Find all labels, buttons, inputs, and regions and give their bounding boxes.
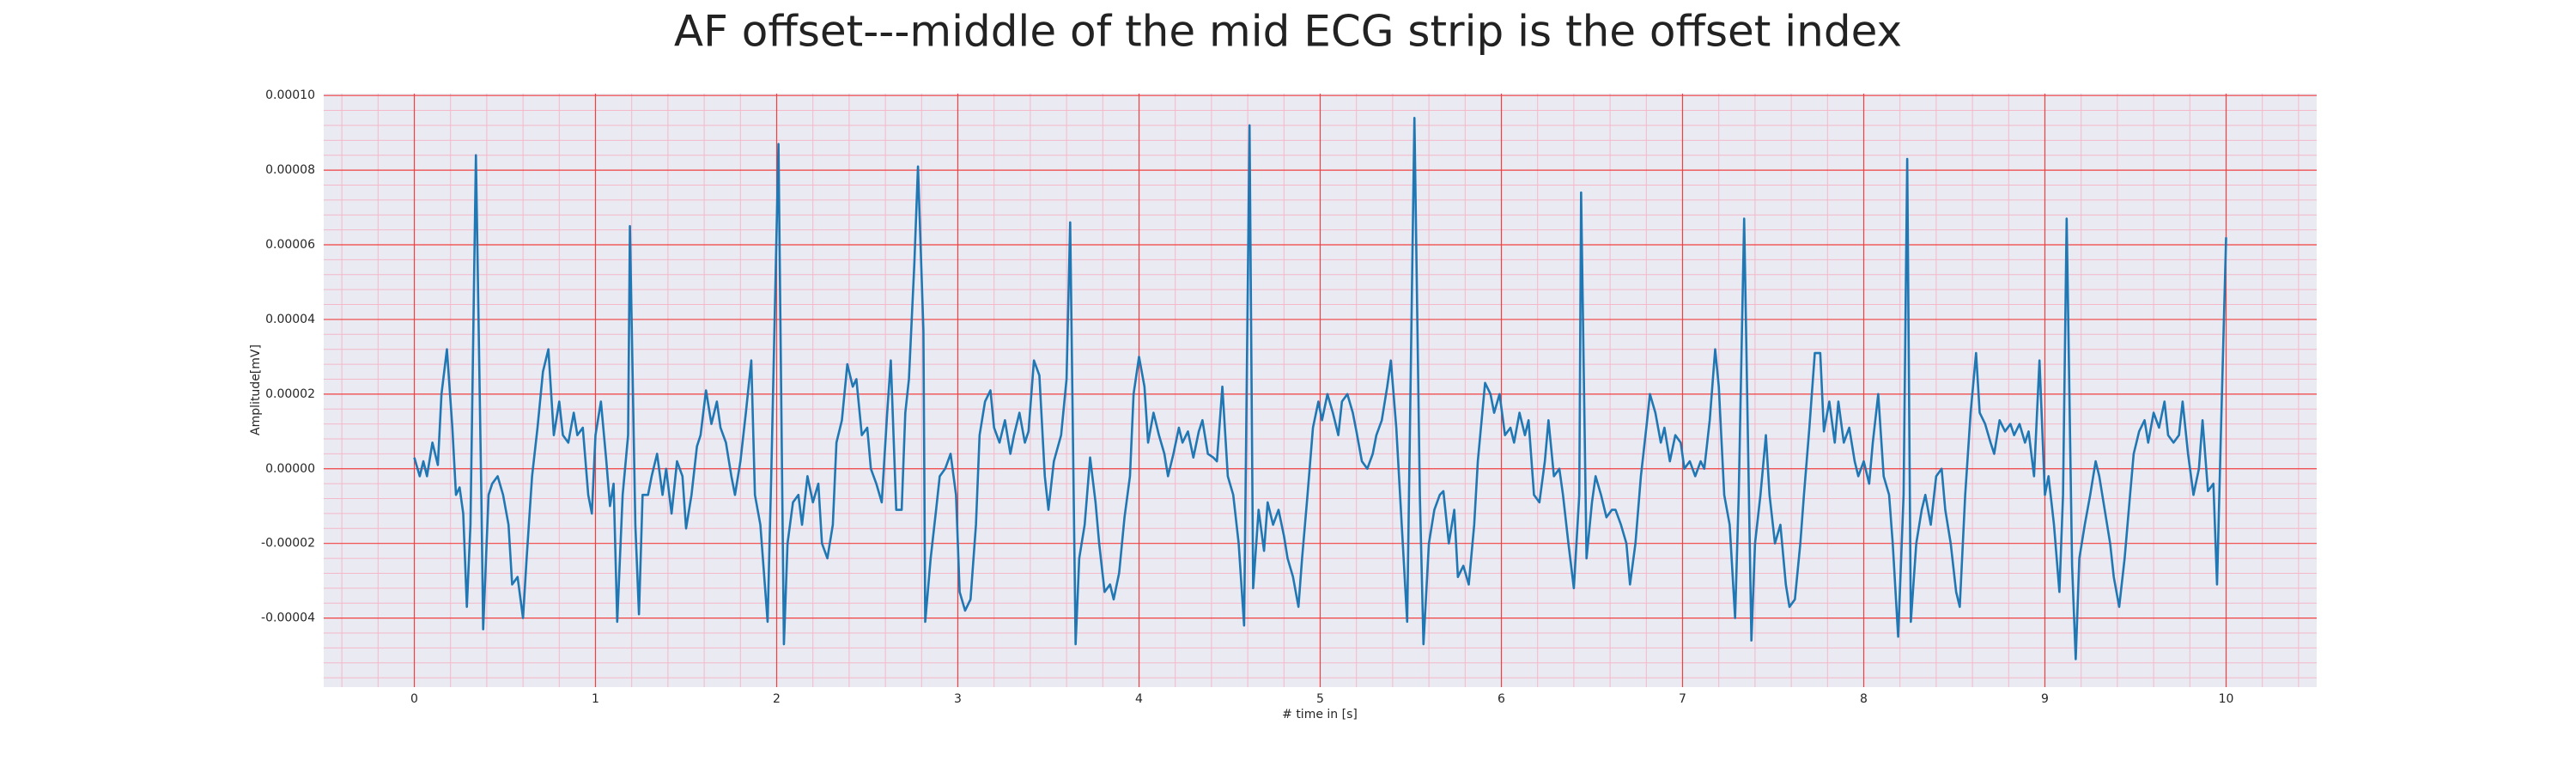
- y-axis-label: Amplitude[mV]: [249, 344, 263, 435]
- x-axis-label: # time in [s]: [1282, 708, 1358, 721]
- y-tick-label: 0.00004: [265, 313, 315, 326]
- x-tick-label: 3: [954, 692, 962, 706]
- y-tick-label: 0.00000: [265, 462, 315, 476]
- y-tick-label: -0.00002: [261, 537, 315, 551]
- x-tick-label: 0: [410, 692, 418, 706]
- chart-title: AF offset---middle of the mid ECG strip …: [674, 7, 1902, 57]
- y-tick-label: 0.00010: [265, 88, 315, 102]
- x-tick-label: 10: [2219, 692, 2234, 706]
- y-tick-label: 0.00002: [265, 387, 315, 401]
- x-tick-label: 9: [2041, 692, 2049, 706]
- x-tick-label: 5: [1316, 692, 1324, 706]
- y-tick-label: -0.00004: [261, 612, 315, 625]
- x-tick-label: 7: [1679, 692, 1686, 706]
- grid: [324, 94, 2317, 687]
- x-tick-label: 8: [1860, 692, 1868, 706]
- y-tick-label: 0.00006: [265, 238, 315, 252]
- y-tick-label: 0.00008: [265, 163, 315, 177]
- x-tick-label: 2: [773, 692, 781, 706]
- x-tick-label: 6: [1498, 692, 1505, 706]
- x-tick-label: 4: [1135, 692, 1143, 706]
- ecg-line: [413, 116, 2227, 660]
- x-tick-label: 1: [592, 692, 599, 706]
